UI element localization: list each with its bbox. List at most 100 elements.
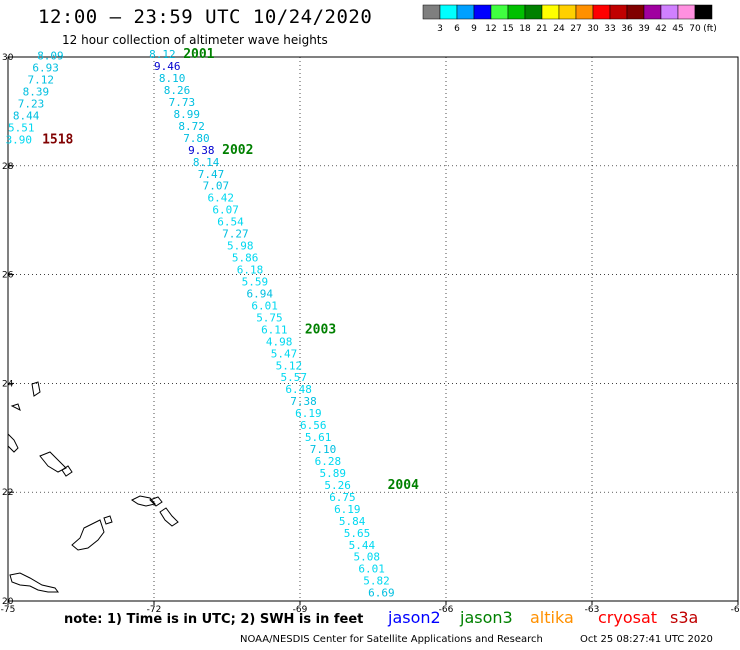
legend-swatch: [422, 4, 441, 20]
island-small-4: [61, 465, 73, 477]
swh-value: 6.75: [329, 491, 356, 504]
swh-value: 8.99: [173, 108, 200, 121]
swh-value: 5.75: [256, 311, 283, 324]
swh-value: 7.47: [198, 168, 225, 181]
swh-value: 8.14: [193, 156, 220, 169]
map-border: [7, 56, 739, 602]
swh-value: 8.72: [178, 120, 205, 133]
legend-swatch: [473, 4, 492, 20]
swh-value: 7.80: [183, 132, 210, 145]
legend-label: 39: [638, 24, 650, 34]
swh-value: 7.73: [169, 96, 196, 109]
mission-altika: altika: [530, 608, 574, 627]
map-frame: -75 -72 -69 -66 -63 -60 30 28 26 24 22 20: [1, 53, 740, 615]
mission-jason2: jason2: [388, 608, 441, 627]
legend-swatch: [609, 4, 628, 20]
swh-value: 6.19: [334, 503, 361, 516]
legend-label: 33: [604, 24, 615, 34]
legend-swatch: [643, 4, 662, 20]
swh-value: 5.51: [8, 122, 35, 135]
swh-value: 7.10: [310, 443, 337, 456]
legend-swatch: [626, 4, 645, 20]
swh-value: 6.54: [217, 216, 244, 229]
swh-value: 5.86: [232, 252, 259, 265]
generated-timestamp: Oct 25 08:27:41 UTC 2020: [580, 634, 713, 645]
island-small-3: [31, 381, 41, 397]
legend-swatch: [558, 4, 577, 20]
swh-value: 6.69: [368, 587, 395, 600]
lon-tick-label: -69: [293, 605, 308, 615]
legend-label: 45: [672, 24, 683, 34]
legend-swatch: [694, 4, 713, 20]
legend-label: 24: [553, 24, 565, 34]
island-mayaguana: [149, 496, 163, 507]
pass-time-label: 2003: [305, 322, 336, 337]
pass-time-label: 2004: [388, 478, 419, 493]
legend-swatch: [439, 4, 458, 20]
legend-swatch: [524, 4, 543, 20]
swh-value: 7.23: [18, 98, 45, 111]
swh-value: 5.61: [305, 431, 332, 444]
lon-tick-label: -72: [147, 605, 162, 615]
swh-value: 7.27: [222, 228, 249, 241]
legend-label: 18: [519, 24, 531, 34]
swh-value: 5.26: [324, 479, 351, 492]
lat-tick-label: 30: [2, 53, 14, 63]
swh-value: 8.39: [23, 86, 49, 99]
swh-value: 7.07: [203, 180, 230, 193]
credit-text: NOAA/NESDIS Center for Satellite Applica…: [240, 634, 543, 645]
pass-time-label: 2002: [222, 143, 253, 158]
swh-value: 5.98: [227, 240, 254, 253]
legend-label: 42: [655, 24, 666, 34]
legend-label: 30: [587, 24, 599, 34]
swh-value: 6.07: [212, 204, 239, 217]
swh-value: 3.90: [6, 133, 33, 146]
legend-swatch: [660, 4, 679, 20]
swh-value: 5.47: [271, 347, 298, 360]
swh-value: 5.82: [363, 575, 390, 588]
swh-value: 5.89: [319, 467, 346, 480]
legend-swatch: [575, 4, 594, 20]
legend-label: 12: [485, 24, 496, 34]
swh-value: 5.12: [276, 359, 303, 372]
legend-label: 3: [437, 24, 443, 34]
lat-tick-label: 24: [2, 379, 14, 389]
legend-label: 70: [689, 24, 701, 34]
swh-value: 5.65: [344, 527, 371, 540]
mission-cryosat: cryosat: [598, 608, 658, 627]
swh-value: 7.38: [290, 395, 317, 408]
swh-value: 5.08: [354, 551, 381, 564]
island-cuba-east: [9, 572, 59, 593]
lat-tick-label: 22: [2, 488, 13, 498]
island-longisland: [7, 432, 19, 453]
swh-value: 8.26: [164, 84, 191, 97]
swh-value: 6.01: [251, 299, 277, 312]
mission-jason3: jason3: [460, 608, 513, 627]
legend-label: 15: [502, 24, 513, 34]
lat-tick-label: 26: [2, 271, 14, 281]
legend-label: 21: [536, 24, 547, 34]
legend-label: 27: [570, 24, 581, 34]
pass-time-label: 1518: [42, 132, 73, 147]
legend-swatch: [507, 4, 526, 20]
island-caicos: [131, 495, 156, 507]
pass-time-label: 2001: [183, 47, 214, 62]
legend-swatch: [592, 4, 611, 20]
swh-value: 9.46: [154, 60, 181, 73]
island-acklins: [39, 451, 67, 473]
swh-value: 6.94: [246, 287, 273, 300]
swh-value: 8.44: [13, 110, 40, 123]
swh-value: 6.56: [300, 419, 327, 432]
swh-value: 6.19: [295, 407, 322, 420]
swh-value: 8.10: [159, 72, 186, 85]
island-small-2: [10, 403, 21, 411]
legend-unit: (ft): [703, 24, 717, 34]
lon-tick-label: -75: [1, 605, 16, 615]
legend-swatch: [456, 4, 475, 20]
legend-label: 6: [454, 24, 460, 34]
swh-value: 6.18: [237, 264, 264, 277]
map-subtitle: 12 hour collection of altimeter wave hei…: [62, 33, 328, 47]
lat-tick-label: 20: [2, 597, 14, 607]
swh-value: 5.44: [349, 539, 376, 552]
swh-value: 6.11: [261, 323, 288, 336]
